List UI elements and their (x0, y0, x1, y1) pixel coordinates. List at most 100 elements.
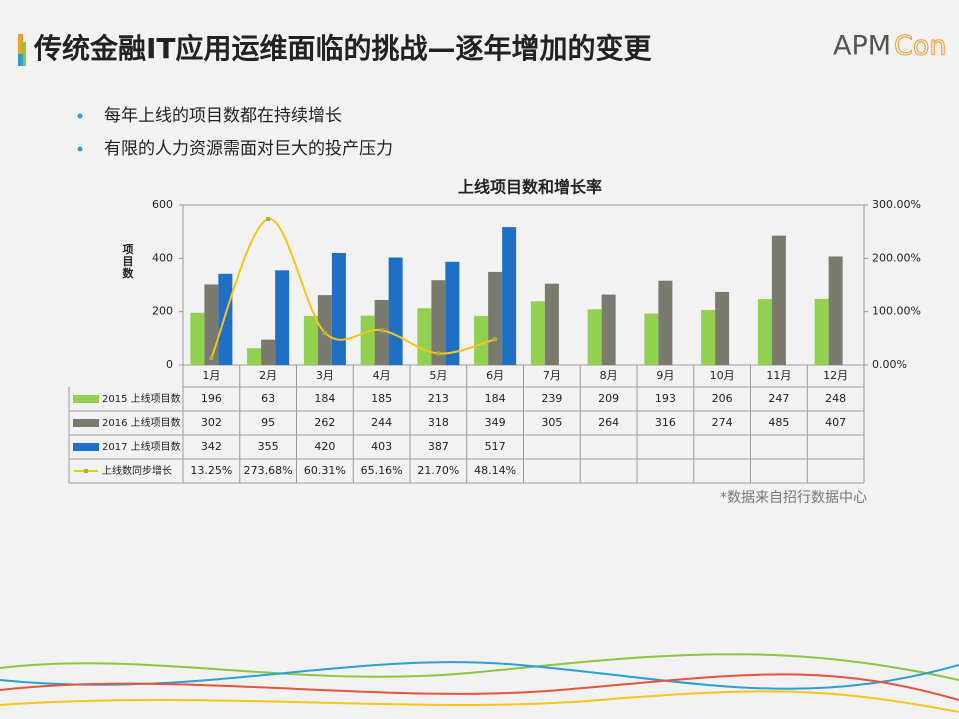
waves (0, 653, 959, 713)
bar (757, 299, 772, 365)
slide-title: 传统金融IT应用运维面临的挑战—逐年增加的变更 (33, 32, 653, 65)
line-point (379, 328, 384, 333)
legend-label: 2016 上线项目数 (102, 416, 181, 429)
y2-tick-label: 300.00% (872, 198, 921, 211)
y-tick-label: 0 (166, 358, 173, 371)
bar (445, 261, 460, 365)
table-cell: 262 (314, 416, 335, 429)
table-cell: 305 (541, 416, 562, 429)
x-tick-label: 12月 (823, 369, 848, 382)
bar (275, 270, 290, 365)
bar (658, 280, 673, 365)
bar (814, 298, 829, 365)
legend-swatch (73, 395, 99, 403)
table-cell: 213 (428, 392, 449, 405)
bar (204, 284, 219, 365)
bar (771, 235, 786, 365)
table-cell: 485 (768, 416, 789, 429)
bar (502, 227, 517, 365)
legend-label: 上线数同步增长 (102, 464, 172, 477)
x-tick-label: 3月 (316, 369, 334, 382)
bar (715, 291, 730, 365)
line-point (436, 351, 441, 356)
bar (530, 301, 545, 365)
wave (0, 661, 959, 690)
table-cell: 318 (428, 416, 449, 429)
table-cell: 48.14% (474, 464, 516, 477)
table-cell: 209 (598, 392, 619, 405)
source-note: *数据来自招行数据中心 (720, 490, 867, 506)
bar (417, 308, 432, 365)
y-tick-label: 400 (152, 251, 173, 264)
table-cell: 274 (712, 416, 733, 429)
y-tick-label: 600 (152, 198, 173, 211)
bullet-dot (77, 146, 83, 152)
title-stripe (18, 54, 23, 66)
bullet: 每年上线的项目数都在持续增长 (104, 106, 342, 126)
bar (587, 309, 602, 365)
bar (544, 283, 559, 365)
legend-swatch (73, 443, 99, 451)
wave (0, 690, 959, 713)
wave (0, 673, 959, 701)
bar (247, 348, 262, 365)
table-cell: 193 (655, 392, 676, 405)
table-cell: 185 (371, 392, 392, 405)
table-cell: 196 (201, 392, 222, 405)
bar (331, 253, 346, 365)
x-tick-label: 7月 (543, 369, 561, 382)
table-cell: 387 (428, 440, 449, 453)
x-tick-label: 1月 (202, 369, 220, 382)
bar (644, 313, 659, 365)
table-cell: 407 (825, 416, 846, 429)
y-axis-label: 项目数 (123, 243, 135, 280)
y2-tick-label: 0.00% (872, 358, 907, 371)
x-tick-label: 8月 (600, 369, 618, 382)
table-cell: 420 (314, 440, 335, 453)
table-cell: 184 (314, 392, 335, 405)
legend-swatch (84, 469, 88, 473)
table-cell: 355 (258, 440, 279, 453)
x-tick-label: 9月 (656, 369, 674, 382)
table-cell: 403 (371, 440, 392, 453)
line-point (209, 355, 214, 360)
bar (431, 280, 446, 365)
x-tick-label: 11月 (766, 369, 791, 382)
chart: 0 200 400 600 0.00% 100.00% 200.00% 300.00% 项目数 1… (68, 198, 921, 484)
table-cell: 342 (201, 440, 222, 453)
bar (303, 315, 318, 365)
bar (190, 312, 205, 365)
logo-text: APM (833, 31, 891, 62)
bar (374, 299, 389, 365)
legend-swatch (73, 419, 99, 427)
table-cell: 95 (261, 416, 275, 429)
line-point (322, 330, 327, 335)
bar (360, 315, 375, 365)
y2-tick-label: 100.00% (872, 305, 921, 318)
table-cell: 273.68% (244, 464, 293, 477)
table-cell: 244 (371, 416, 392, 429)
bar (828, 256, 843, 365)
bar (388, 257, 403, 365)
title-stripe (21, 42, 26, 66)
table-cell: 63 (261, 392, 275, 405)
table-cell: 349 (485, 416, 506, 429)
bar (488, 271, 503, 365)
wave (0, 653, 959, 681)
table-cell: 517 (485, 440, 506, 453)
x-tick-label: 5月 (429, 369, 447, 382)
table-cell: 247 (768, 392, 789, 405)
chart-title: 上线项目数和增长率 (458, 178, 602, 197)
table-cell: 302 (201, 416, 222, 429)
x-tick-label: 4月 (373, 369, 391, 382)
table-cell: 264 (598, 416, 619, 429)
table-cell: 60.31% (304, 464, 346, 477)
line-point (493, 337, 498, 342)
bar (474, 315, 489, 365)
table-cell: 248 (825, 392, 846, 405)
bullet-dot (77, 113, 83, 119)
bar (601, 294, 616, 365)
bar (218, 273, 233, 365)
logo-text: Con (894, 31, 946, 62)
